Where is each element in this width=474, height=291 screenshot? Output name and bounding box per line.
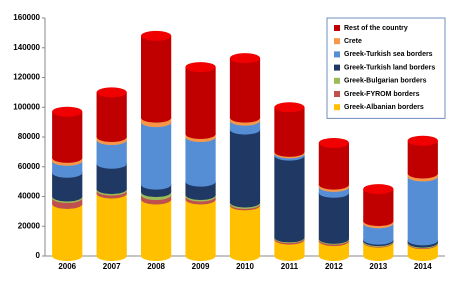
bar-bottom (274, 232, 305, 243)
bar-cap (229, 53, 261, 64)
legend-swatch (334, 25, 340, 31)
x-tick-label: 2014 (414, 262, 432, 271)
bar-bottom (407, 235, 438, 246)
legend-label: Greek-Turkish land borders (344, 64, 435, 71)
bar-segment (229, 205, 261, 256)
bar-segment (52, 111, 83, 158)
bar-segment (274, 107, 305, 152)
y-tick-label: 20000 (18, 221, 41, 230)
x-tick-label: 2008 (147, 262, 165, 271)
bar-bottom (363, 216, 394, 227)
y-tick-label: 0 (36, 251, 41, 260)
bar-bottom (52, 191, 83, 202)
bar-bottom (274, 251, 305, 261)
bar-cap (274, 102, 305, 113)
bar-bottom (363, 251, 394, 261)
bar-bottom (141, 112, 172, 123)
bar-segment (407, 140, 438, 174)
bar-segment (96, 139, 127, 164)
bar-cap (363, 184, 394, 195)
x-tick-label: 2007 (103, 262, 121, 271)
x-tick-label: 2010 (236, 262, 254, 271)
bar-segment (141, 122, 172, 185)
bar-bottom (318, 233, 349, 244)
bar-segment (318, 192, 349, 239)
bar-bottom (318, 251, 349, 261)
bar-bottom (185, 251, 216, 261)
bar-segment (52, 160, 83, 173)
legend-swatch (334, 104, 340, 111)
bar-segment (229, 58, 261, 118)
bar-cap (141, 30, 172, 41)
bar-bottom (363, 234, 394, 245)
bar-bottom (229, 112, 261, 123)
legend-label: Greek-Bulgarian borders (344, 78, 427, 85)
bar-bottom (407, 168, 438, 179)
bar-cap (318, 137, 349, 148)
bar-bottom (96, 158, 127, 169)
legend-swatch (334, 51, 340, 58)
bar-segment (52, 203, 83, 256)
bar-bottom (96, 184, 127, 195)
bar-segment (407, 244, 438, 256)
bar-bottom (185, 129, 216, 140)
bar-bottom (141, 187, 172, 198)
y-tick-label: 80000 (18, 132, 41, 141)
bar-bottom (229, 251, 261, 261)
bar-segment (185, 67, 216, 135)
legend-swatch (334, 38, 340, 45)
bar-bottom (185, 190, 216, 201)
bar-bottom (141, 251, 172, 261)
bar-bottom (96, 251, 127, 261)
bar-bottom (229, 124, 261, 135)
legend-box (326, 17, 446, 119)
x-tick-label: 2013 (369, 262, 387, 271)
bar-segment (229, 129, 261, 203)
bar-cap (407, 135, 438, 146)
bar-bottom (318, 179, 349, 190)
y-tick-label: 120000 (13, 73, 40, 82)
bar-segment (185, 199, 216, 256)
legend-label: Rest of the country (344, 25, 408, 32)
legend-label: Greek-Turkish sea borders (344, 51, 433, 58)
bar-cap (52, 106, 83, 117)
bar-cap (96, 87, 127, 98)
bar-segment (96, 193, 127, 256)
bar-segment (274, 155, 305, 238)
bar-bottom (407, 251, 438, 261)
bar-segment (52, 172, 83, 197)
legend-label: Greek-FYROM borders (344, 91, 420, 98)
bar-bottom (141, 179, 172, 190)
legend-swatch (334, 91, 340, 97)
bar-segment (363, 189, 394, 222)
bar-bottom (274, 146, 305, 157)
bar-segment (185, 137, 216, 182)
x-tick-label: 2006 (58, 262, 76, 271)
bar-bottom (52, 251, 83, 261)
legend-swatch (334, 64, 340, 71)
bar-segment (141, 199, 172, 256)
bar-bottom (185, 176, 216, 187)
bar-bottom (96, 132, 127, 142)
legend-label: Greek-Albanian borders (344, 104, 424, 111)
legend-swatch (334, 77, 340, 84)
x-tick-label: 2012 (325, 262, 343, 271)
bar-bottom (52, 152, 83, 163)
y-tick-label: 60000 (18, 162, 41, 171)
y-tick-label: 40000 (18, 192, 41, 201)
bar-bottom (229, 197, 261, 208)
x-tick-label: 2009 (192, 262, 210, 271)
y-tick-label: 140000 (13, 43, 40, 52)
bar-segment (407, 176, 438, 241)
bar-segment (96, 92, 127, 137)
y-tick-label: 100000 (13, 102, 40, 111)
bar-segment (141, 35, 172, 118)
bar-cap (185, 62, 216, 73)
y-tick-label: 160000 (13, 13, 40, 22)
legend-label: Crete (344, 38, 362, 45)
bar-segment (318, 142, 349, 185)
x-tick-label: 2011 (281, 262, 299, 271)
bar-bottom (52, 167, 83, 178)
